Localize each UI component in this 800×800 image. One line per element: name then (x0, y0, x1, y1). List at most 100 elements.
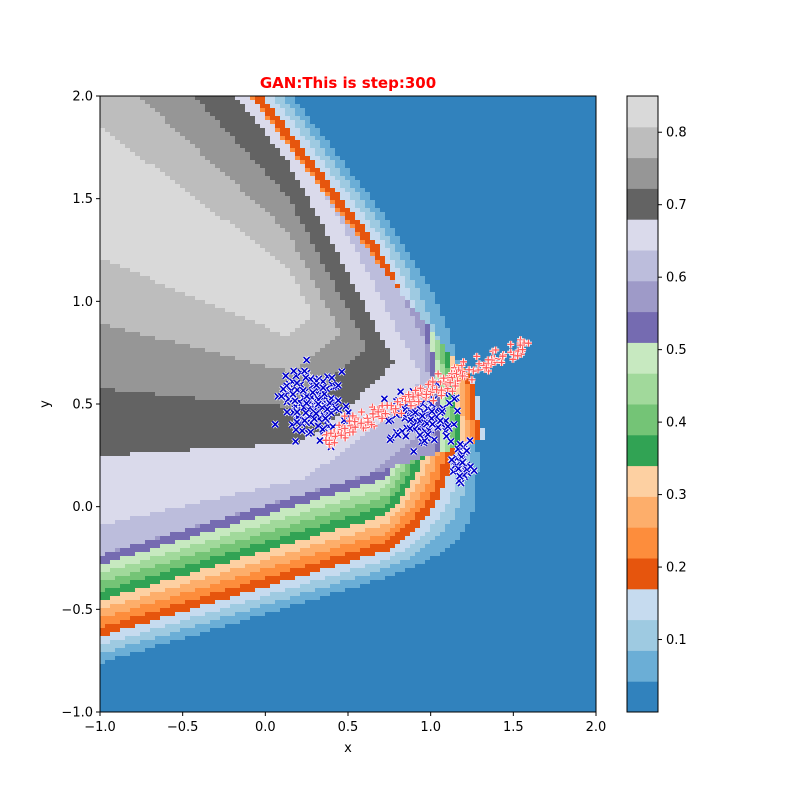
contour-cell (205, 160, 211, 165)
contour-cell (115, 396, 121, 401)
contour-cell (170, 296, 176, 301)
contour-cell (230, 472, 236, 477)
contour-cell (240, 256, 246, 261)
contour-cell (215, 704, 221, 709)
contour-cell (250, 316, 256, 321)
contour-cell (245, 348, 251, 353)
contour-cell (115, 652, 121, 657)
contour-cell (170, 628, 176, 633)
contour-cell (190, 664, 196, 669)
contour-cell (235, 644, 241, 649)
contour-cell (245, 708, 251, 712)
contour-cell (240, 408, 246, 413)
contour-cell (105, 656, 111, 661)
contour-cell (160, 160, 166, 165)
contour-cell (250, 540, 256, 545)
contour-cell (170, 404, 176, 409)
contour-cell (200, 408, 206, 413)
contour-cell (150, 608, 156, 613)
contour-cell (100, 160, 106, 165)
contour-cell (155, 96, 161, 101)
contour-cell (105, 560, 111, 565)
contour-cell (145, 224, 151, 229)
contour-cell (125, 420, 131, 425)
contour-cell (220, 172, 226, 177)
contour-cell (100, 104, 106, 109)
contour-cell (110, 540, 116, 545)
contour-cell (105, 488, 111, 493)
contour-cell (225, 636, 231, 641)
contour-cell (130, 280, 136, 285)
contour-cell (120, 376, 126, 381)
contour-cell (215, 256, 221, 261)
contour-cell (175, 108, 181, 113)
contour-cell (245, 256, 251, 261)
contour-cell (145, 376, 151, 381)
contour-cell (210, 596, 216, 601)
contour-cell (200, 232, 206, 237)
contour-cell (175, 268, 181, 273)
contour-cell (195, 368, 201, 373)
contour-cell (150, 304, 156, 309)
contour-cell (115, 432, 121, 437)
contour-cell (220, 580, 226, 585)
contour-cell (255, 540, 261, 545)
contour-cell (105, 592, 111, 597)
contour-cell (245, 168, 251, 173)
contour-cell (215, 368, 221, 373)
contour-cell (175, 648, 181, 653)
contour-cell (210, 672, 216, 677)
contour-cell (230, 168, 236, 173)
contour-cell (200, 448, 206, 453)
contour-cell (115, 500, 121, 505)
contour-cell (220, 624, 226, 629)
contour-cell (155, 100, 161, 105)
contour-cell (105, 200, 111, 205)
contour-cell (105, 412, 111, 417)
contour-cell (170, 364, 176, 369)
contour-cell (130, 612, 136, 617)
contour-cell (215, 448, 221, 453)
contour-cell (110, 576, 116, 581)
contour-cell (195, 636, 201, 641)
contour-cell (190, 488, 196, 493)
contour-cell (225, 236, 231, 241)
contour-cell (210, 300, 216, 305)
contour-cell (255, 520, 261, 525)
contour-cell (255, 564, 261, 569)
contour-cell (225, 592, 231, 597)
contour-cell (130, 384, 136, 389)
contour-cell (195, 316, 201, 321)
contour-cell (240, 468, 246, 473)
contour-cell (225, 596, 231, 601)
contour-cell (250, 440, 256, 445)
contour-cell (240, 548, 246, 553)
contour-cell (250, 180, 256, 185)
contour-cell (230, 440, 236, 445)
contour-cell (125, 460, 131, 465)
contour-cell (175, 656, 181, 661)
contour-cell (230, 156, 236, 161)
contour-cell (190, 136, 196, 141)
contour-cell (100, 660, 106, 665)
contour-cell (205, 152, 211, 157)
contour-cell (245, 496, 251, 501)
contour-cell (120, 588, 126, 593)
contour-cell (240, 116, 246, 121)
contour-cell (260, 312, 266, 317)
contour-cell (235, 676, 241, 681)
contour-cell (150, 636, 156, 641)
contour-cell (105, 632, 111, 637)
contour-cell (110, 640, 116, 645)
contour-cell (225, 404, 231, 409)
contour-cell (130, 464, 136, 469)
contour-cell (190, 516, 196, 521)
contour-cell (180, 616, 186, 621)
contour-cell (100, 440, 106, 445)
contour-cell (130, 308, 136, 313)
contour-cell (250, 708, 256, 712)
contour-cell (190, 340, 196, 345)
contour-cell (110, 164, 116, 169)
contour-cell (100, 208, 106, 213)
contour-cell (170, 448, 176, 453)
